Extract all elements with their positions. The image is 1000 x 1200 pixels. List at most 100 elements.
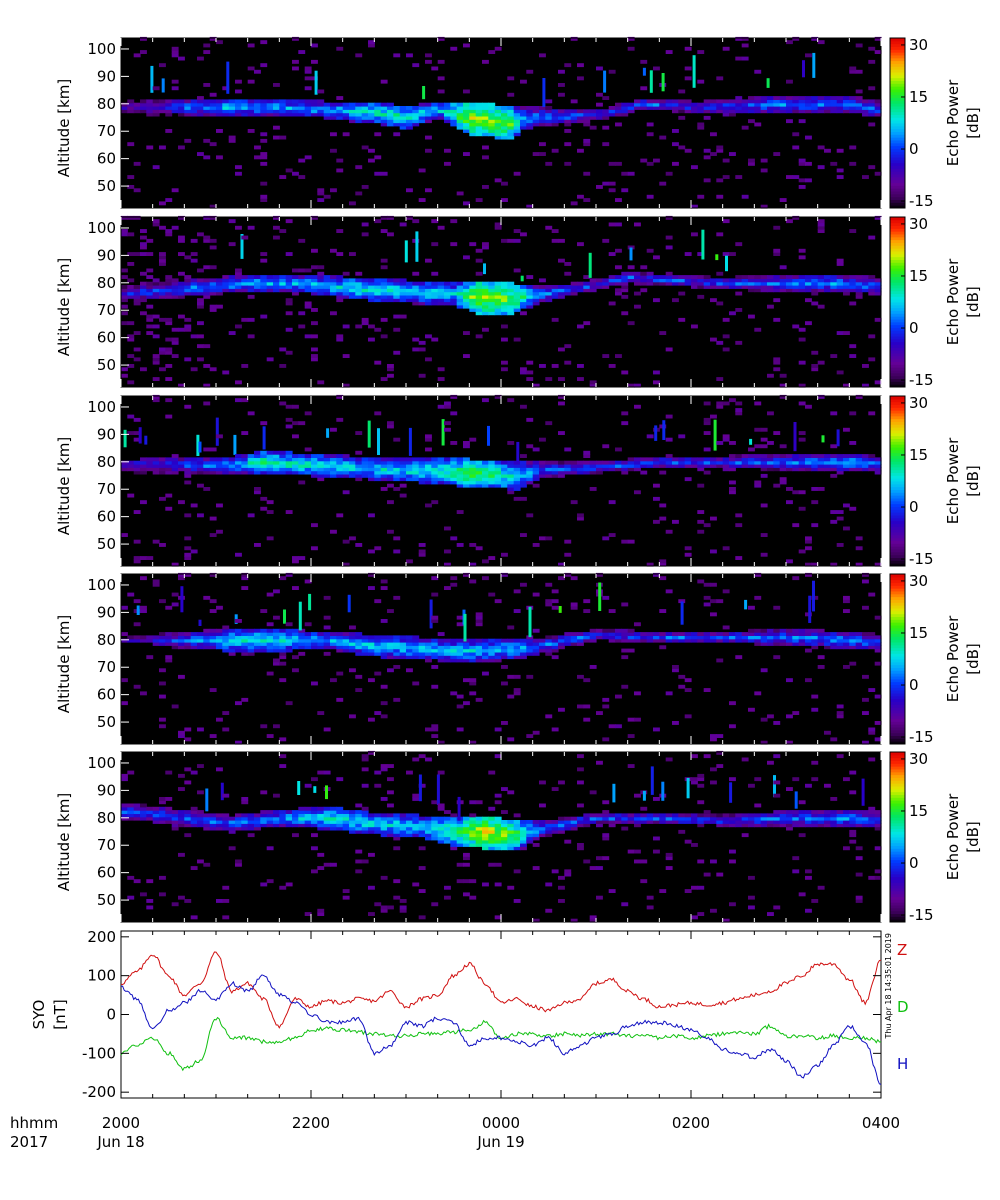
echo-cell (159, 291, 166, 296)
echo-cell (431, 102, 439, 107)
echo-cell (146, 638, 154, 643)
echo-cell (615, 288, 622, 293)
echo-streak (692, 55, 696, 88)
colorbar-segment (890, 517, 905, 522)
echo-streak (198, 619, 202, 626)
echo-cell (735, 281, 743, 286)
echo-cell (526, 829, 534, 834)
echo-cell (292, 628, 299, 633)
echo-cell (406, 115, 413, 120)
echo-cell (399, 122, 407, 127)
echo-cell (646, 638, 654, 643)
echo-cell (640, 288, 648, 293)
echo-cell (779, 265, 787, 270)
echo-cell (855, 638, 863, 643)
echo-cell (513, 470, 521, 475)
echo-cell (779, 198, 787, 202)
echo-cell (437, 823, 445, 828)
echo-cell (399, 648, 407, 653)
echo-cell (672, 460, 679, 465)
echo-cell (564, 470, 572, 475)
echo-cell (159, 457, 166, 462)
echo-cell (596, 866, 603, 870)
echo-cell (203, 632, 211, 636)
echo-cell (716, 635, 724, 640)
echo-cell (482, 470, 489, 475)
echo-cell (469, 477, 477, 482)
echo-cell (406, 833, 413, 838)
echo-cell (482, 242, 489, 247)
echo-cell (254, 490, 261, 495)
echo-cell (133, 106, 141, 110)
echo-cell (729, 638, 736, 643)
echo-cell (184, 324, 192, 329)
echo-cell (222, 820, 230, 824)
echo-cell (659, 331, 667, 335)
echo-cell (355, 112, 363, 117)
echo-cell (336, 275, 344, 279)
echo-cell (266, 470, 274, 475)
echo-cell (691, 638, 698, 643)
echo-cell (539, 437, 546, 442)
echo-cell (836, 457, 844, 462)
echo-cell (425, 829, 432, 834)
echo-cell (254, 281, 261, 286)
echo-cell (874, 288, 882, 293)
echo-cell (330, 457, 337, 462)
echo-cell (336, 334, 344, 339)
echo-cell (425, 281, 432, 286)
echo-cell (285, 288, 293, 293)
echo-cell (659, 102, 667, 107)
echo-cell (133, 816, 141, 821)
echo-cell (482, 846, 489, 851)
echo-cell (849, 69, 857, 74)
echo-cell (209, 281, 217, 286)
echo-cell (412, 833, 420, 838)
echo-cell (596, 760, 603, 765)
colorbar-segment (890, 503, 905, 507)
echo-cell (222, 885, 230, 890)
echo-cell (178, 291, 185, 296)
echo-cell (494, 599, 502, 604)
echo-cell (228, 219, 236, 224)
echo-cell (393, 536, 401, 541)
echo-cell (627, 632, 635, 636)
echo-cell (615, 222, 622, 227)
echo-cell (779, 477, 787, 482)
colorbar-segment (890, 532, 905, 536)
echo-cell (722, 278, 730, 283)
echo-cell (469, 304, 477, 309)
echo-cell (792, 638, 800, 643)
echo-cell (298, 632, 306, 636)
echo-cell (444, 820, 451, 824)
echo-cell (355, 285, 363, 289)
echo-cell (146, 464, 154, 468)
echo-cell (672, 635, 679, 640)
echo-cell (190, 99, 198, 104)
echo-cell (355, 191, 363, 196)
echo-cell (133, 622, 141, 627)
echo-cell (703, 148, 711, 153)
echo-cell (450, 460, 458, 465)
echo-cell (792, 106, 800, 110)
echo-cell (298, 281, 306, 286)
echo-cell (469, 655, 477, 660)
echo-cell (228, 278, 236, 283)
echo-cell (311, 265, 318, 270)
echo-cell (260, 642, 268, 646)
echo-cell (393, 457, 401, 462)
echo-cell (678, 106, 686, 110)
echo-cell (722, 109, 730, 114)
echo-cell (716, 278, 724, 283)
echo-cell (488, 115, 496, 120)
colorbar-segment (890, 290, 905, 294)
echo-cell (862, 642, 869, 646)
echo-cell (336, 106, 344, 110)
echo-cell (406, 188, 413, 193)
echo-cell (304, 106, 312, 110)
echo-cell (469, 691, 477, 696)
echo-cell (425, 112, 432, 117)
echo-cell (817, 394, 825, 399)
echo-cell (767, 275, 774, 279)
echo-cell (482, 115, 489, 120)
